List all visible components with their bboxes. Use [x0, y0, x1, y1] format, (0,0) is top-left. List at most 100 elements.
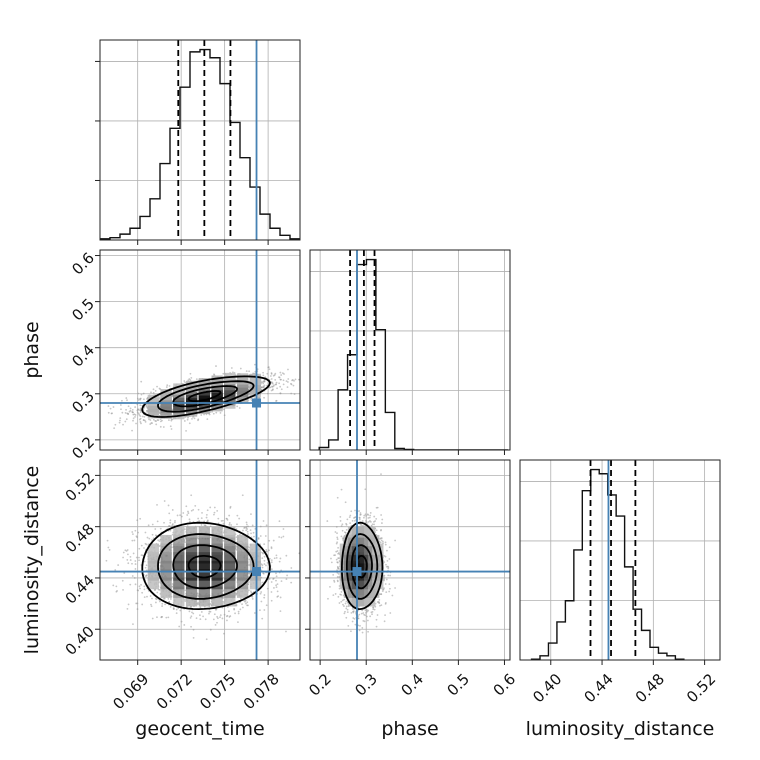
- scatter-point: [250, 532, 252, 535]
- scatter-point: [290, 581, 293, 584]
- scatter-point: [265, 604, 268, 607]
- scatter-point: [264, 535, 267, 537]
- scatter-point: [165, 616, 168, 619]
- scatter-point: [260, 600, 263, 603]
- scatter-point: [290, 567, 293, 569]
- scatter-point: [367, 521, 370, 523]
- scatter-point: [226, 519, 229, 521]
- scatter-point: [270, 599, 273, 602]
- scatter-point: [126, 559, 129, 561]
- scatter-point: [209, 525, 212, 528]
- scatter-point: [384, 583, 387, 585]
- scatter-point: [135, 556, 138, 559]
- x-tick-label-phase: 0.2: [305, 670, 335, 700]
- y-tick-label-phase: 0.5: [68, 295, 98, 325]
- scatter-point: [350, 630, 352, 633]
- scatter-point: [158, 397, 161, 400]
- scatter-point: [337, 595, 340, 598]
- density-cell: [173, 543, 185, 555]
- scatter-point: [115, 585, 118, 588]
- scatter-point: [169, 529, 172, 532]
- histogram-step-phase: [318, 258, 509, 450]
- scatter-point: [383, 578, 385, 581]
- scatter-point: [259, 592, 262, 595]
- scatter-point: [169, 519, 172, 522]
- density-cell: [364, 526, 376, 538]
- scatter-point: [145, 574, 148, 577]
- scatter-point: [336, 532, 338, 535]
- scatter-point: [201, 511, 203, 514]
- contour-line: [187, 390, 222, 403]
- scatter-point: [262, 386, 265, 389]
- density-cell: [198, 543, 210, 555]
- density-cell: [173, 586, 185, 598]
- scatter-point: [273, 384, 275, 387]
- scatter-point: [138, 556, 140, 559]
- scatter-point: [171, 409, 174, 412]
- scatter-point: [287, 378, 290, 380]
- scatter-point: [149, 595, 152, 597]
- panel-content: [100, 250, 306, 450]
- scatter-point: [263, 559, 266, 562]
- scatter-point: [121, 579, 124, 582]
- scatter-point: [188, 610, 191, 613]
- scatter-point: [389, 587, 391, 590]
- scatter-point: [275, 579, 277, 582]
- scatter-point: [222, 399, 225, 402]
- scatter-point: [132, 419, 134, 422]
- scatter-point: [365, 611, 367, 614]
- scatter-point: [189, 616, 192, 619]
- scatter-point: [239, 597, 242, 600]
- scatter-point: [251, 595, 254, 598]
- scatter-point: [340, 591, 343, 593]
- scatter-point: [156, 591, 159, 594]
- scatter-point: [359, 513, 362, 516]
- xlabel-phase: phase: [381, 718, 438, 740]
- y-tick-label-phase: 0.3: [68, 387, 98, 417]
- scatter-point: [359, 512, 362, 514]
- scatter-point: [348, 516, 351, 519]
- scatter-point: [305, 603, 307, 605]
- scatter-point: [282, 528, 285, 530]
- contour-line: [157, 533, 255, 600]
- scatter-point: [274, 383, 277, 386]
- scatter-point: [157, 539, 160, 542]
- scatter-point: [263, 596, 266, 599]
- scatter-point: [234, 612, 236, 615]
- scatter-point: [263, 543, 266, 546]
- density-cell: [185, 578, 198, 590]
- scatter-point: [250, 590, 252, 593]
- scatter-point: [285, 578, 288, 580]
- scatter-point: [205, 638, 208, 641]
- x-tick-label-geocent-time: 0.078: [240, 670, 283, 713]
- scatter-point: [151, 523, 154, 526]
- scatter-point: [110, 412, 113, 415]
- scatter-point: [286, 574, 289, 577]
- scatter-panel-phase-luminosity-distance: [305, 459, 511, 661]
- scatter-point: [379, 541, 382, 544]
- scatter-point: [276, 596, 279, 598]
- scatter-point: [262, 552, 264, 555]
- scatter-point: [364, 488, 367, 491]
- scatter-point: [199, 606, 202, 609]
- scatter-point: [156, 520, 159, 523]
- scatter-point: [372, 608, 375, 611]
- scatter-point: [275, 556, 278, 559]
- scatter-point: [122, 551, 125, 554]
- density-cell: [364, 595, 376, 607]
- scatter-point: [270, 389, 273, 392]
- density-cell: [372, 569, 384, 581]
- scatter-point: [213, 513, 215, 516]
- scatter-point: [304, 368, 306, 370]
- scatter-point: [373, 523, 375, 526]
- scatter-point: [266, 561, 269, 564]
- scatter-point: [156, 385, 158, 388]
- scatter-point: [336, 538, 339, 541]
- scatter-point: [145, 403, 148, 406]
- scatter-point: [135, 602, 138, 605]
- scatter-point: [335, 558, 338, 561]
- density-cell: [198, 586, 210, 598]
- scatter-point: [273, 557, 276, 560]
- scatter-point: [330, 557, 332, 560]
- scatter-point: [389, 574, 392, 577]
